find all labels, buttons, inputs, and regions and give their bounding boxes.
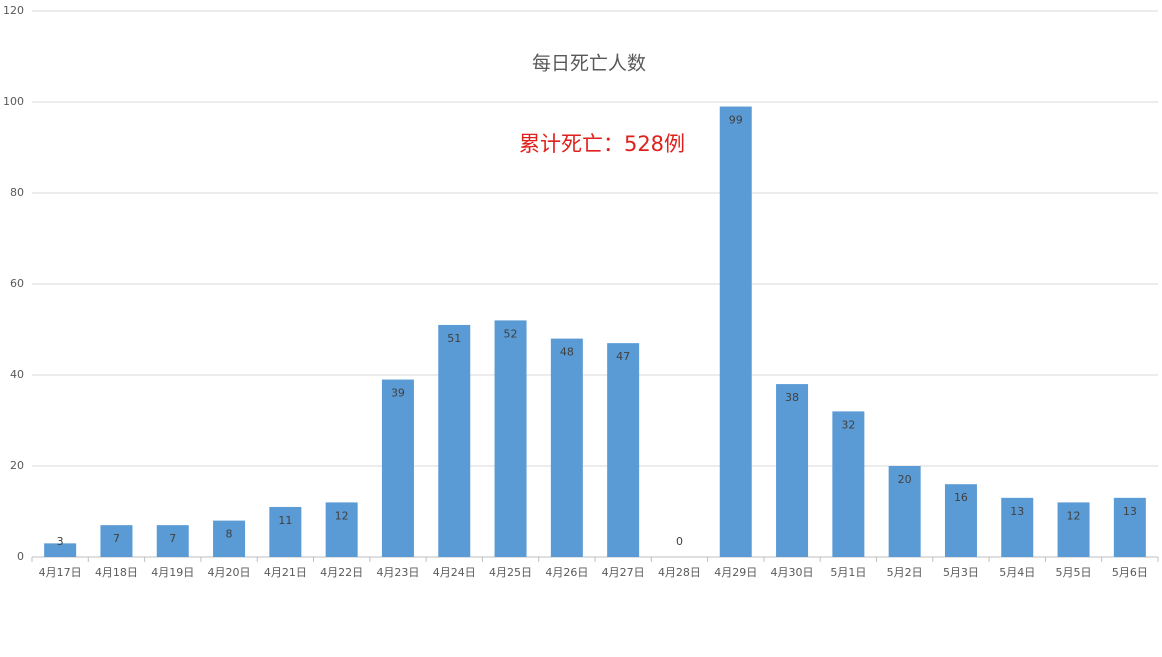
data-label: 8 bbox=[226, 528, 233, 541]
y-tick-label: 20 bbox=[10, 459, 24, 472]
bar bbox=[100, 525, 133, 557]
x-tick-label: 5月2日 bbox=[887, 566, 923, 579]
y-tick-label: 100 bbox=[3, 95, 24, 108]
data-label: 52 bbox=[504, 327, 518, 340]
data-label: 39 bbox=[391, 387, 405, 400]
x-tick-label: 4月19日 bbox=[151, 566, 194, 579]
x-tick-label: 5月3日 bbox=[943, 566, 979, 579]
annotation: 累计死亡：528例 bbox=[519, 132, 685, 156]
bar bbox=[607, 343, 640, 557]
data-label: 32 bbox=[841, 418, 855, 431]
x-tick-label: 5月6日 bbox=[1112, 566, 1148, 579]
bar bbox=[494, 320, 527, 557]
y-tick-label: 120 bbox=[3, 4, 24, 17]
bar bbox=[1001, 497, 1034, 557]
bar bbox=[1113, 497, 1146, 557]
data-label: 7 bbox=[113, 532, 120, 545]
y-tick-label: 80 bbox=[10, 186, 24, 199]
data-label: 99 bbox=[729, 114, 743, 127]
data-label: 13 bbox=[1010, 505, 1024, 518]
data-label: 38 bbox=[785, 391, 799, 404]
bar bbox=[888, 466, 921, 557]
x-tick-label: 4月24日 bbox=[433, 566, 476, 579]
data-label: 16 bbox=[954, 491, 968, 504]
bar bbox=[438, 324, 471, 557]
bar bbox=[269, 506, 302, 557]
data-label: 47 bbox=[616, 350, 630, 363]
x-tick-label: 4月22日 bbox=[320, 566, 363, 579]
bar bbox=[944, 484, 977, 557]
data-label: 51 bbox=[447, 332, 461, 345]
x-tick-label: 4月17日 bbox=[39, 566, 82, 579]
x-tick-label: 4月18日 bbox=[95, 566, 138, 579]
bar bbox=[156, 525, 189, 557]
x-tick-label: 4月21日 bbox=[264, 566, 307, 579]
data-label: 48 bbox=[560, 346, 574, 359]
x-tick-label: 4月28日 bbox=[658, 566, 701, 579]
bar bbox=[832, 411, 865, 557]
x-tick-label: 4月30日 bbox=[771, 566, 814, 579]
data-label: 12 bbox=[1067, 509, 1081, 522]
x-tick-label: 4月29日 bbox=[714, 566, 757, 579]
data-label: 7 bbox=[169, 532, 176, 545]
bar bbox=[1057, 502, 1090, 557]
y-tick-label: 0 bbox=[17, 550, 24, 563]
chart-title: 每日死亡人数 bbox=[532, 53, 646, 75]
data-label: 20 bbox=[898, 473, 912, 486]
x-tick-label: 4月27日 bbox=[602, 566, 645, 579]
y-tick-label: 60 bbox=[10, 277, 24, 290]
x-tick-label: 4月23日 bbox=[376, 566, 419, 579]
x-tick-label: 4月26日 bbox=[545, 566, 588, 579]
x-tick-label: 5月1日 bbox=[830, 566, 866, 579]
bar bbox=[381, 379, 414, 557]
data-label: 12 bbox=[335, 509, 349, 522]
data-label: 3 bbox=[57, 535, 64, 548]
x-tick-label: 5月4日 bbox=[999, 566, 1035, 579]
x-tick-label: 4月20日 bbox=[208, 566, 251, 579]
data-label: 11 bbox=[278, 514, 292, 527]
data-label: 13 bbox=[1123, 505, 1137, 518]
bar bbox=[44, 543, 77, 557]
bar bbox=[776, 384, 809, 557]
bar bbox=[719, 106, 752, 558]
data-label: 0 bbox=[676, 535, 683, 548]
y-tick-label: 40 bbox=[10, 368, 24, 381]
x-tick-label: 5月5日 bbox=[1056, 566, 1092, 579]
bar bbox=[213, 520, 246, 557]
x-tick-label: 4月25日 bbox=[489, 566, 532, 579]
bar bbox=[550, 338, 583, 557]
bar bbox=[325, 502, 358, 557]
